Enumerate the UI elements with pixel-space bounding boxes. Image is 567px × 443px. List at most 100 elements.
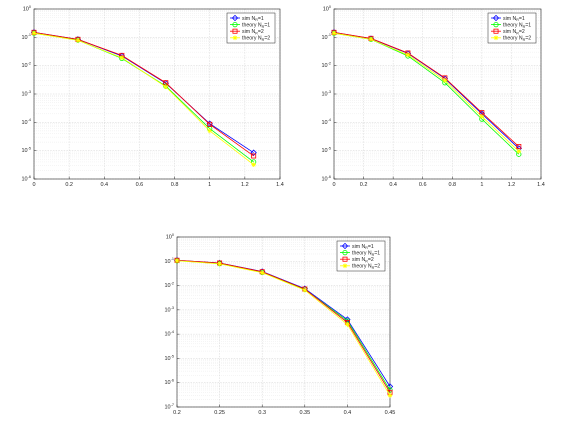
data-point [368,36,374,42]
x-tick-label: 0.45 [385,410,396,416]
data-point [119,55,125,61]
legend-entry: sim NR=1 [352,244,374,250]
legend-marker [342,263,348,269]
y-tick-label: 10-6 [164,379,174,387]
series-line-3 [333,31,520,147]
data-point [331,30,337,36]
y-tick-label: 10-5 [164,354,174,362]
data-point [251,162,256,168]
legend-entry: theory NR=2 [352,264,380,270]
y-tick-label: 10-1 [321,33,331,41]
series-line-3 [176,259,391,393]
data-point [250,149,257,156]
y-tick-label: 10-3 [164,306,174,314]
x-tick-label: 1 [480,182,483,188]
data-point [207,128,213,134]
series-line-3 [33,31,254,157]
data-point [251,153,257,159]
x-tick-label: 0.8 [448,182,456,188]
y-tick-label: 100 [166,233,174,241]
x-tick-label: 0.25 [214,410,225,416]
y-tick-label: 10-6 [321,175,331,183]
legend-marker [341,242,349,250]
chart-1: 10-6 10-5 10-4 10-3 10-2 10-1 100 0 0.2 0.4 0.6 0.8… [21,5,283,188]
data-point [516,144,522,150]
data-point [259,270,265,276]
x-tick-label: 0.35 [299,410,310,416]
data-point [163,84,169,90]
axes-box [333,8,542,180]
x-tick-label: 0.8 [171,182,179,188]
y-tick-label: 100 [323,5,331,13]
x-tick-label: 1.4 [276,182,284,188]
x-tick-label: 0.6 [419,182,427,188]
x-tick-label: 0.2 [360,182,368,188]
x-tick-label: 0.2 [173,410,181,416]
chart-2: 10-6 10-5 10-4 10-3 10-2 10-1 100 0 0.2 0.4 0.6 0.8… [321,5,544,188]
y-tick-label: 10-4 [21,118,31,126]
x-tick-label: 0.2 [65,182,73,188]
x-tick-label: 0.4 [389,182,397,188]
x-tick-label: 0.4 [100,182,108,188]
legend-marker [493,28,499,34]
series-line-4 [176,260,391,396]
y-tick-label: 10-4 [164,330,174,338]
y-tick-label: 10-1 [164,257,174,265]
data-point [174,258,180,264]
y-tick-label: 100 [23,5,31,13]
legend-entry: theory NR=2 [242,36,270,42]
data-point [207,121,213,127]
y-tick-label: 10-5 [21,147,31,155]
data-point [386,383,394,390]
legend-entry: sim NR=1 [242,16,264,22]
data-point [516,148,522,154]
y-tick-label: 10-7 [164,403,174,411]
chart-3: 10-7 10-6 10-5 10-4 10-3 10-2 10-1 100 0.2 0.25 0.… [164,233,395,416]
data-point [345,322,350,327]
legend-marker [493,35,499,41]
x-tick-label: 0.4 [344,410,352,416]
x-tick-label: 1.2 [241,182,249,188]
legend-entry: theory NR=1 [352,250,380,256]
data-point [405,52,411,58]
legend-entry: sim NR=2 [503,29,525,35]
data-point [479,114,485,119]
data-point [75,38,81,43]
x-tick-label: 0.3 [258,410,266,416]
series-line-4 [33,32,254,166]
axes-box [33,8,281,180]
y-tick-label: 10-4 [321,118,331,126]
data-point [217,261,222,267]
x-tick-label: 0 [32,182,35,188]
y-tick-label: 10-3 [21,90,31,98]
data-point [387,393,393,398]
y-tick-label: 10-3 [321,90,331,98]
y-tick-label: 10-5 [321,147,331,155]
y-tick-label: 10-2 [321,62,331,70]
legend-entry: sim NR=2 [352,257,374,263]
x-tick-label: 1.2 [508,182,516,188]
legend-marker [232,35,238,41]
legend-marker [492,14,500,22]
data-point [442,78,448,83]
legend-marker [232,21,238,28]
data-point [31,30,37,36]
legend-marker [342,249,348,256]
axes-box [176,236,391,408]
x-tick-label: 1.4 [537,182,545,188]
y-tick-label: 10-6 [21,175,31,183]
x-tick-label: 0.6 [136,182,144,188]
x-tick-label: 0 [332,182,335,188]
legend-marker [231,14,239,22]
y-tick-label: 10-1 [21,33,31,41]
legend-entry: theory NR=1 [242,22,270,28]
legend-entry: theory NR=2 [503,36,531,42]
y-tick-label: 10-2 [164,281,174,289]
x-tick-label: 1 [208,182,211,188]
y-tick-label: 10-2 [21,62,31,70]
series-line-4 [333,32,520,152]
